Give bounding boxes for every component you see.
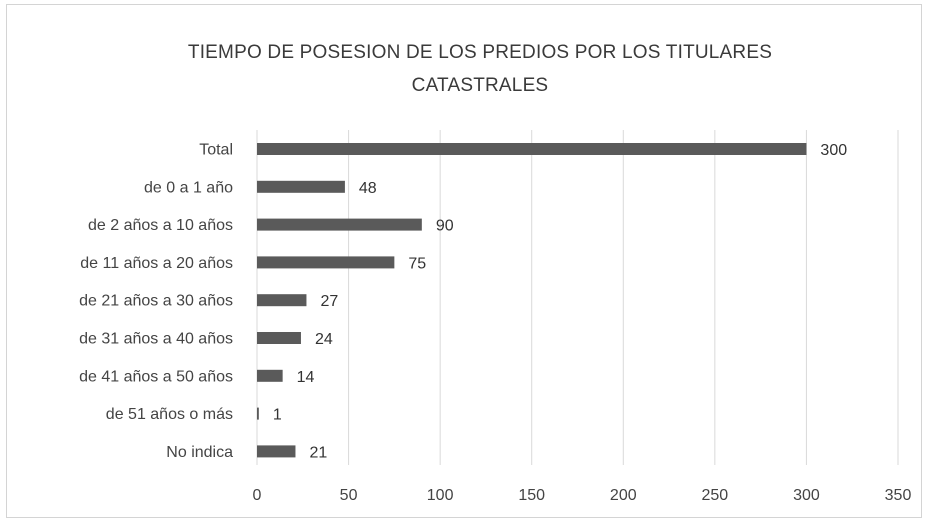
data-label: 1 [273, 407, 282, 424]
data-label: 24 [315, 331, 333, 348]
grid-lines [256, 130, 899, 465]
data-label: 300 [820, 142, 847, 159]
x-tick-label: 0 [253, 487, 262, 504]
bar [257, 369, 283, 382]
x-tick-label: 50 [340, 487, 358, 504]
x-axis-tick-labels: 0 50 100 150 200 250 300 350 [253, 487, 912, 504]
bar [257, 256, 395, 269]
x-tick-label: 250 [702, 487, 729, 504]
category-label: de 51 años o más [106, 406, 233, 423]
category-label: de 11 años a 20 años [80, 255, 233, 272]
bar [257, 407, 259, 420]
data-label: 90 [436, 218, 454, 235]
bar [257, 445, 296, 458]
bars [257, 143, 807, 458]
x-tick-label: 100 [427, 487, 454, 504]
bar [257, 218, 422, 231]
bar [257, 180, 345, 193]
data-labels: 300 48 90 75 27 24 14 1 21 [273, 142, 847, 461]
data-label: 14 [297, 369, 315, 386]
category-label: de 0 a 1 año [144, 179, 233, 196]
data-label: 75 [408, 255, 426, 272]
category-label: de 2 años a 10 años [88, 217, 233, 234]
category-label: de 31 años a 40 años [79, 331, 233, 348]
x-tick-label: 350 [885, 487, 912, 504]
chart-frame [6, 4, 922, 518]
bar [257, 332, 301, 344]
x-tick-label: 300 [793, 487, 820, 504]
chart-title: TIEMPO DE POSESION DE LOS PREDIOS POR LO… [187, 42, 773, 96]
bar [257, 294, 307, 307]
x-tick-label: 150 [518, 487, 545, 504]
data-label: 48 [359, 180, 377, 197]
category-labels: Total de 0 a 1 año de 2 años a 10 años de 1… [79, 142, 233, 461]
category-label: Total [199, 142, 233, 159]
category-label: de 41 años a 50 años [79, 368, 233, 385]
x-tick-label: 200 [610, 487, 637, 504]
data-label: 21 [309, 444, 327, 461]
data-label: 27 [320, 293, 338, 310]
category-label: No indica [166, 444, 233, 461]
bar [257, 143, 807, 155]
category-label: de 21 años a 30 años [79, 293, 233, 310]
